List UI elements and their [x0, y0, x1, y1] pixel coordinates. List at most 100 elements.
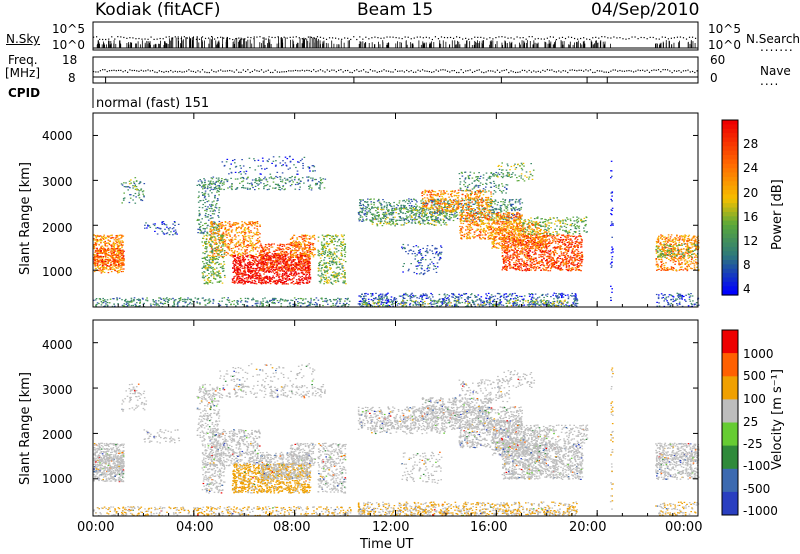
- power-cell: [311, 187, 313, 189]
- power-cell: [402, 205, 405, 207]
- power-cell: [274, 255, 276, 257]
- power-cell: [415, 215, 417, 217]
- power-cell: [210, 231, 212, 233]
- power-cell: [98, 251, 100, 253]
- power-cell: [305, 267, 307, 269]
- power-cell: [224, 250, 226, 252]
- power-cell: [450, 211, 452, 213]
- power-cell: [439, 214, 441, 216]
- power-cell: [222, 245, 225, 247]
- power-cell: [242, 237, 245, 239]
- power-cell: [220, 263, 222, 265]
- power-cell: [144, 224, 146, 226]
- power-cell: [386, 221, 389, 223]
- power-cell: [239, 277, 242, 279]
- power-cell: [421, 210, 424, 212]
- power-cell: [109, 251, 112, 253]
- power-cell: [286, 277, 288, 279]
- power-cell: [113, 256, 115, 259]
- power-cell: [264, 281, 266, 284]
- power-cell: [199, 226, 201, 229]
- power-cell: [298, 273, 300, 275]
- power-cell: [112, 258, 115, 260]
- power-cell: [266, 268, 269, 270]
- power-cell: [392, 213, 395, 215]
- power-cell: [265, 178, 267, 180]
- power-cell: [364, 210, 367, 212]
- power-cell: [403, 222, 406, 224]
- power-cell: [247, 267, 250, 269]
- power-cell: [230, 230, 233, 232]
- power-cell: [307, 254, 309, 256]
- power-cell: [134, 188, 137, 190]
- power-cell: [336, 266, 339, 268]
- power-cell: [274, 269, 276, 271]
- power-cell: [404, 208, 407, 210]
- power-cell: [375, 218, 377, 221]
- power-cell: [215, 227, 217, 229]
- power-cell: [286, 254, 288, 256]
- power-cell: [217, 258, 219, 260]
- power-cell: [385, 206, 388, 209]
- power-cell: [110, 257, 113, 259]
- power-cell: [424, 214, 426, 216]
- power-cell: [283, 259, 286, 261]
- power-cell: [254, 278, 256, 280]
- power-cell: [480, 201, 482, 203]
- power-cell: [114, 250, 116, 252]
- power-cell: [264, 185, 266, 187]
- power-cell: [308, 254, 310, 256]
- power-cell: [367, 210, 370, 212]
- power-cell: [298, 241, 300, 243]
- power-cell: [236, 227, 238, 229]
- power-cell: [249, 256, 251, 258]
- nave-label: Nave: [760, 64, 791, 78]
- power-cell: [290, 273, 293, 275]
- power-cell: [255, 179, 257, 181]
- power-cell: [443, 223, 446, 225]
- power-cell: [222, 231, 225, 233]
- power-cell: [252, 269, 255, 271]
- power-cell: [443, 201, 445, 203]
- power-cell: [104, 249, 107, 251]
- power-cell: [245, 277, 248, 279]
- power-cell: [377, 208, 379, 210]
- power-cell: [427, 200, 430, 202]
- power-cell: [221, 225, 224, 228]
- power-cell: [243, 245, 245, 247]
- power-cell: [227, 243, 230, 245]
- power-cell: [208, 260, 211, 262]
- power-cell: [102, 236, 105, 238]
- power-cell: [444, 214, 446, 216]
- power-cell: [282, 186, 284, 188]
- power-cell: [214, 232, 217, 234]
- power-cell: [303, 278, 306, 280]
- power-cell: [228, 244, 231, 246]
- power-cell: [277, 183, 280, 185]
- power-cell: [239, 261, 242, 263]
- power-cell: [205, 282, 207, 284]
- power-cell: [512, 214, 514, 217]
- power-cell: [435, 217, 437, 219]
- power-cell: [318, 275, 321, 277]
- power-cell: [283, 281, 285, 283]
- power-cell: [108, 243, 111, 246]
- power-cell: [216, 200, 218, 202]
- power-cell: [208, 259, 211, 261]
- power-cell: [327, 262, 329, 264]
- power-cell: [286, 261, 289, 263]
- power-cell: [218, 216, 220, 218]
- power-cell: [203, 197, 206, 199]
- power-cell: [265, 262, 267, 264]
- power-cell: [323, 277, 325, 279]
- power-cell: [239, 270, 242, 272]
- power-cell: [215, 247, 218, 249]
- power-cell: [220, 188, 223, 190]
- power-cell: [223, 179, 226, 181]
- power-cell: [216, 246, 218, 248]
- power-cell: [342, 270, 344, 272]
- power-cell: [253, 158, 255, 160]
- power-cell: [431, 200, 434, 203]
- power-cell: [268, 244, 271, 246]
- power-cell: [395, 209, 397, 211]
